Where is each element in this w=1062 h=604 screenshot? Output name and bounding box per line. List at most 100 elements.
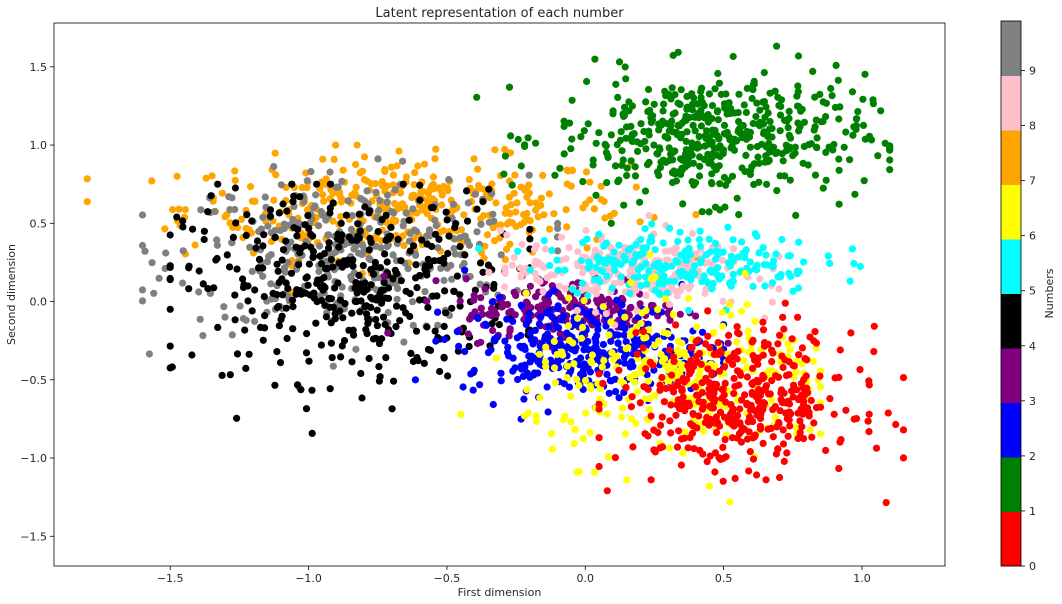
point-digit-0 <box>769 406 777 414</box>
point-digit-5 <box>626 289 634 297</box>
point-digit-4 <box>349 256 357 264</box>
point-digit-1 <box>637 120 645 128</box>
colorbar-tick-label: 0 <box>1029 560 1036 573</box>
point-digit-9 <box>449 200 457 208</box>
point-digit-1 <box>699 98 707 107</box>
colorbar-tick-label: 9 <box>1029 65 1036 78</box>
point-digit-7 <box>583 244 591 252</box>
point-digit-2 <box>520 342 528 350</box>
point-digit-4 <box>412 274 420 282</box>
point-digit-0 <box>680 378 688 386</box>
point-digit-4 <box>390 377 398 385</box>
point-digit-8 <box>508 261 516 269</box>
point-digit-1 <box>766 89 774 97</box>
point-digit-5 <box>686 251 695 259</box>
point-digit-1 <box>773 42 781 50</box>
point-digit-4 <box>293 232 301 240</box>
point-digit-7 <box>246 183 255 191</box>
point-digit-0 <box>679 393 687 401</box>
point-digit-6 <box>523 386 531 394</box>
point-digit-7 <box>327 186 335 194</box>
point-digit-5 <box>665 224 674 232</box>
point-digit-1 <box>735 211 743 219</box>
point-digit-0 <box>793 386 801 394</box>
point-digit-1 <box>660 100 668 108</box>
point-digit-7 <box>470 155 478 163</box>
point-digit-0 <box>687 343 695 352</box>
point-digit-6 <box>564 322 573 330</box>
point-digit-1 <box>696 162 704 170</box>
point-digit-7 <box>319 191 327 199</box>
point-digit-6 <box>740 357 748 365</box>
point-digit-9 <box>148 259 156 267</box>
point-digit-4 <box>273 260 281 268</box>
point-digit-1 <box>671 109 679 117</box>
point-digit-5 <box>595 230 603 238</box>
point-digit-7 <box>460 211 468 219</box>
point-digit-8 <box>485 268 493 276</box>
point-digit-4 <box>435 235 443 243</box>
point-digit-5 <box>662 264 670 272</box>
point-digit-1 <box>708 180 716 188</box>
point-digit-5 <box>774 273 782 281</box>
point-digit-8 <box>756 275 764 283</box>
point-digit-6 <box>575 381 583 389</box>
point-digit-0 <box>686 434 694 442</box>
point-digit-0 <box>782 409 790 417</box>
point-digit-5 <box>645 267 653 275</box>
point-digit-2 <box>560 380 568 388</box>
point-digit-5 <box>685 306 693 315</box>
point-digit-9 <box>347 225 355 233</box>
point-digit-8 <box>679 282 687 290</box>
point-digit-3 <box>489 326 497 335</box>
point-digit-0 <box>657 421 665 429</box>
point-digit-4 <box>232 219 240 227</box>
point-digit-4 <box>456 243 464 251</box>
point-digit-1 <box>756 106 764 114</box>
point-digit-9 <box>246 243 254 251</box>
point-digit-3 <box>510 288 518 296</box>
point-digit-7 <box>202 174 210 182</box>
point-digit-9 <box>271 227 279 235</box>
point-digit-4 <box>233 414 241 422</box>
point-digit-4 <box>429 292 437 300</box>
point-digit-1 <box>618 147 626 155</box>
point-digit-8 <box>588 286 597 294</box>
point-digit-5 <box>759 244 767 252</box>
point-digit-0 <box>759 439 767 447</box>
point-digit-1 <box>886 166 894 174</box>
point-digit-1 <box>690 181 698 189</box>
point-digit-6 <box>743 301 751 309</box>
point-digit-1 <box>679 156 687 164</box>
point-digit-3 <box>432 277 440 285</box>
point-digit-6 <box>547 430 556 438</box>
point-digit-5 <box>794 284 803 292</box>
point-digit-1 <box>650 141 658 149</box>
point-digit-4 <box>387 223 395 231</box>
point-digit-4 <box>277 315 285 324</box>
point-digit-4 <box>199 280 207 288</box>
point-digit-1 <box>822 176 830 184</box>
y-tick-label: 1.5 <box>30 61 48 74</box>
point-digit-6 <box>737 307 746 315</box>
point-digit-0 <box>768 358 776 366</box>
point-digit-1 <box>799 159 807 167</box>
colorbar-segment <box>1001 184 1021 240</box>
point-digit-5 <box>637 281 645 290</box>
point-digit-4 <box>261 312 269 320</box>
point-digit-7 <box>272 171 280 179</box>
point-digit-1 <box>781 172 789 180</box>
point-digit-5 <box>659 239 667 247</box>
point-digit-4 <box>380 286 388 294</box>
point-digit-1 <box>711 85 719 93</box>
point-digit-0 <box>753 356 761 364</box>
point-digit-9 <box>315 267 323 276</box>
point-digit-1 <box>720 173 729 181</box>
point-digit-0 <box>805 412 813 420</box>
point-digit-0 <box>632 329 640 337</box>
point-digit-0 <box>703 458 711 466</box>
point-digit-0 <box>672 321 680 329</box>
point-digit-5 <box>634 266 642 274</box>
point-digit-7 <box>429 173 438 181</box>
point-digit-0 <box>746 414 755 422</box>
